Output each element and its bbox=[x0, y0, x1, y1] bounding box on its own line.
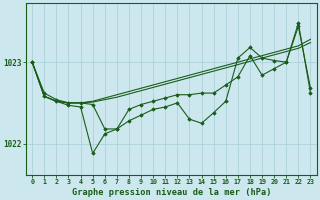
X-axis label: Graphe pression niveau de la mer (hPa): Graphe pression niveau de la mer (hPa) bbox=[72, 188, 271, 197]
